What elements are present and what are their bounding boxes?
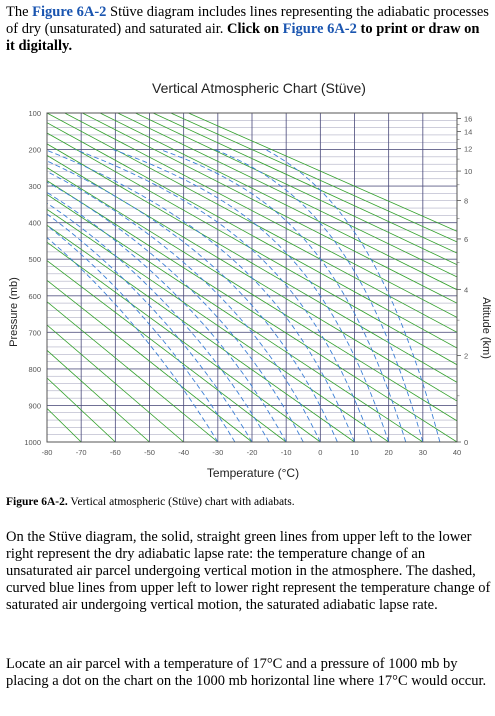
dry-adiabat-line: [47, 301, 219, 442]
pressure-tick-label: 400: [28, 219, 41, 228]
dry-adiabat-line: [47, 260, 287, 442]
moist-adiabat-line: [47, 191, 287, 442]
altitude-tick-label: 8: [464, 196, 468, 205]
pressure-tick-label: 300: [28, 182, 41, 191]
moist-adiabat-line: [214, 149, 424, 442]
chart-title: Vertical Atmospheric Chart (Stüve): [152, 80, 366, 96]
pressure-tick-label: 1000: [24, 438, 41, 447]
figure-caption: Figure 6A-2. Vertical atmospheric (Stüve…: [6, 496, 295, 508]
moist-adiabat-line: [47, 237, 219, 442]
y2-axis-label: Altitude (km): [480, 297, 492, 359]
moist-adiabat-line: [47, 181, 304, 442]
stuve-chart[interactable]: Vertical Atmospheric Chart (Stüve) Press…: [0, 72, 495, 492]
dry-adiabat-line: [117, 113, 457, 278]
dry-adiabat-line: [47, 194, 424, 442]
dry-adiabat-line: [47, 279, 253, 442]
temperature-tick-label: -70: [76, 448, 87, 457]
temperature-tick-label: 30: [419, 448, 427, 457]
dry-adiabat-line: [47, 349, 150, 442]
caption-label: Figure 6A-2.: [6, 496, 68, 508]
dry-adiabat-line: [47, 167, 457, 422]
temperature-tick-label: -80: [42, 448, 53, 457]
dry-adiabat-line: [47, 180, 457, 442]
x-axis-label: Temperature (°C): [207, 466, 299, 480]
figure-6a-2-link[interactable]: Figure 6A-2: [32, 4, 107, 20]
pressure-tick-label: 800: [28, 365, 41, 374]
temperature-tick-label: -40: [178, 448, 189, 457]
altitude-tick-label: 2: [464, 351, 468, 360]
moist-adiabat-line: [265, 149, 441, 442]
dry-adiabat-line: [47, 122, 457, 349]
altitude-tick-label: 12: [464, 145, 472, 154]
dry-adiabat-line: [47, 143, 457, 383]
dry-adiabat-line: [135, 113, 457, 266]
intro-paragraph: The Figure 6A-2 Stüve diagram includes l…: [6, 4, 490, 55]
altitude-tick-label: 0: [464, 438, 468, 447]
temperature-tick-label: 0: [318, 448, 322, 457]
moist-adiabat-line: [47, 224, 236, 442]
dry-adiabat-line: [188, 113, 457, 232]
temperature-tick-label: -30: [212, 448, 223, 457]
temperature-tick-label: 40: [453, 448, 461, 457]
paragraph-instructions: Locate an air parcel with a temperature …: [6, 656, 487, 689]
moist-adiabat-line: [47, 171, 321, 442]
plot-lines: [47, 113, 457, 442]
dry-adiabat-line: [82, 113, 457, 304]
dry-adiabat-line: [47, 208, 389, 442]
temperature-tick-label: -10: [281, 448, 292, 457]
dry-adiabat-line: [47, 324, 184, 442]
temperature-tick-label: -50: [144, 448, 155, 457]
pressure-tick-label: 200: [28, 146, 41, 155]
moist-adiabat-line: [75, 149, 373, 442]
dry-adiabat-line: [47, 154, 457, 402]
temperature-tick-label: -60: [110, 448, 121, 457]
dry-adiabat-line: [47, 224, 355, 442]
pressure-tick-label: 700: [28, 328, 41, 337]
dry-adiabat-line: [99, 113, 457, 291]
pressure-tick-label: 600: [28, 292, 41, 301]
paragraph-adiabats: On the Stüve diagram, the solid, straigh…: [6, 529, 491, 613]
temperature-tick-label: 10: [350, 448, 358, 457]
dry-adiabat-line: [47, 113, 457, 333]
intro-text-2: Stüve diagram includes lines representin…: [6, 4, 489, 37]
temperature-tick-label: 20: [384, 448, 392, 457]
dry-adiabat-line: [47, 241, 321, 442]
intro-text-1: The: [6, 4, 33, 20]
moist-adiabat-line: [47, 202, 270, 442]
caption-text: Vertical atmospheric (Stüve) chart with …: [67, 496, 295, 508]
dry-adiabat-line: [64, 113, 457, 318]
intro-print-text: to print or draw on it digitally.: [6, 21, 480, 54]
dry-adiabat-line: [170, 113, 457, 243]
temperature-tick-label: -20: [247, 448, 258, 457]
dry-adiabat-line: [152, 113, 457, 254]
altitude-tick-label: 6: [464, 235, 468, 244]
altitude-tick-label: 4: [464, 285, 468, 294]
figure-6a-2-print-link[interactable]: Figure 6A-2: [282, 21, 357, 37]
pressure-tick-label: 900: [28, 401, 41, 410]
y-axis-label: Pressure (mb): [8, 277, 20, 347]
altitude-tick-label: 16: [464, 115, 472, 124]
moist-adiabat-line: [47, 149, 355, 442]
pressure-tick-label: 100: [28, 109, 41, 118]
dry-adiabat-line: [47, 377, 116, 442]
altitude-tick-label: 14: [464, 128, 472, 137]
dry-adiabat-line: [47, 132, 457, 366]
moist-adiabat-line: [112, 149, 390, 442]
pressure-tick-label: 500: [28, 255, 41, 264]
intro-click-text: Click on: [227, 21, 283, 37]
altitude-tick-label: 10: [464, 167, 472, 176]
moist-adiabat-line: [160, 149, 407, 442]
moist-adiabat-line: [47, 213, 253, 442]
